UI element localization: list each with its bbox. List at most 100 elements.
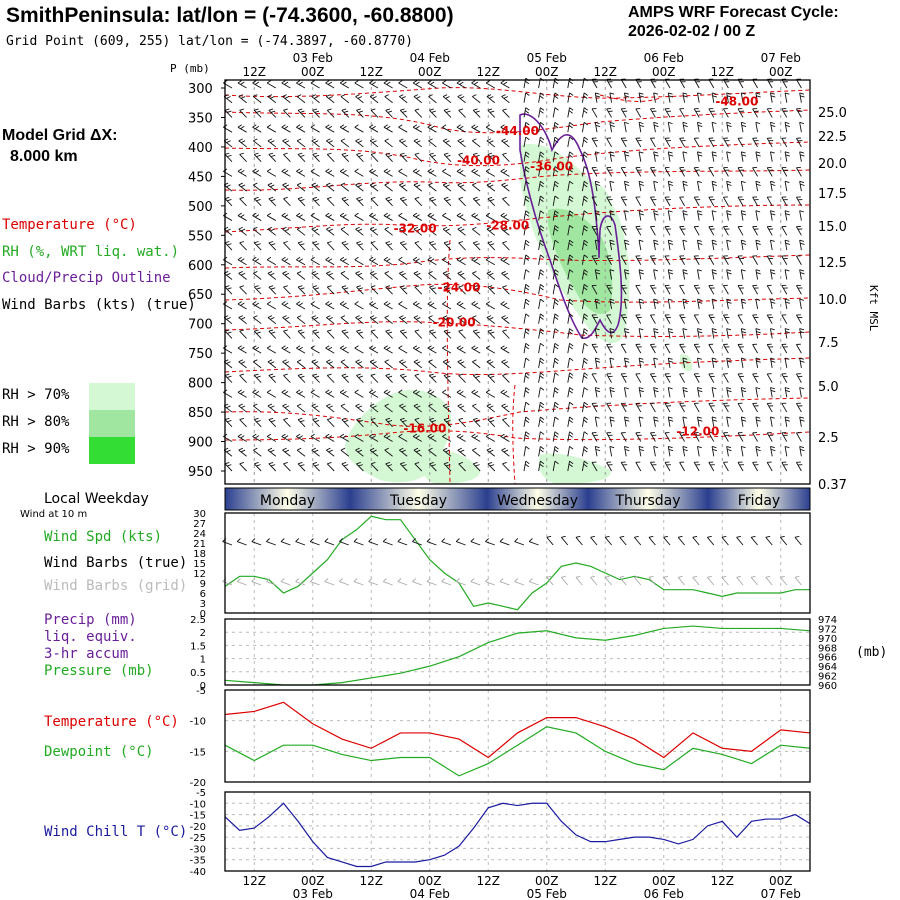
wind-barb xyxy=(711,180,717,192)
wind-barb xyxy=(487,329,496,339)
bottom-time-label: 12Z xyxy=(360,874,384,888)
wind-barb xyxy=(253,359,262,369)
grid-wind-barb xyxy=(634,575,642,586)
wind-barb xyxy=(552,284,559,295)
wind-barb xyxy=(385,462,393,472)
wind-barb xyxy=(267,359,277,369)
wind-barb xyxy=(567,298,574,310)
wind-barb xyxy=(326,373,335,383)
wind-barb xyxy=(538,460,545,472)
wind-barb xyxy=(679,167,686,177)
grid-wind-barb xyxy=(561,575,569,586)
wind-barb xyxy=(523,225,530,236)
wind-barb xyxy=(369,168,379,177)
wind-barb xyxy=(770,445,776,457)
wind-barb xyxy=(752,78,758,89)
wind-barb xyxy=(594,328,600,339)
wind-barb xyxy=(581,210,588,221)
grid-wind-barb xyxy=(470,578,481,586)
wind-barb xyxy=(552,431,559,442)
top-date-label: 04 Feb xyxy=(410,51,450,65)
wind-barb xyxy=(752,167,758,177)
true-wind-barb xyxy=(397,538,408,546)
wind-barb xyxy=(653,387,659,398)
wind-barb xyxy=(354,168,364,177)
wind-barb xyxy=(356,196,364,207)
wind-barb xyxy=(538,372,545,383)
wind-barb xyxy=(312,152,320,162)
wind-barb xyxy=(664,402,671,413)
wind-barb xyxy=(737,343,744,354)
wind-barb xyxy=(267,226,277,236)
wind-barb xyxy=(552,225,559,236)
wind-barb xyxy=(296,433,306,442)
wind-barb xyxy=(341,373,350,383)
wind-barb xyxy=(485,256,496,266)
wind-barb xyxy=(708,225,715,236)
wind-barb xyxy=(471,433,481,442)
wind-barb xyxy=(752,137,759,148)
cross-section-frame xyxy=(224,79,811,485)
wind-barb xyxy=(697,92,702,103)
wind-barb xyxy=(266,212,277,221)
wind-barb xyxy=(296,80,306,89)
wind-barb xyxy=(708,314,715,324)
top-time-label: 00Z xyxy=(535,65,559,79)
wind-barb xyxy=(781,402,788,413)
bottom-time-label: 00Z xyxy=(652,874,676,888)
wind-barb xyxy=(282,226,291,236)
wind-barb xyxy=(472,417,481,428)
wind-barb xyxy=(486,403,496,413)
precip-panel-tick-label: 0.5 xyxy=(190,668,206,679)
wind-barb xyxy=(567,342,574,354)
wind-speed-line xyxy=(224,515,810,611)
wind-barb xyxy=(356,108,364,118)
wind-barb xyxy=(399,373,408,383)
wind-barb xyxy=(456,345,466,354)
wind-barb xyxy=(266,256,277,266)
wind-barb xyxy=(752,402,759,413)
wind-barb xyxy=(682,269,688,280)
wind-barb xyxy=(456,301,466,310)
wind-barb xyxy=(635,432,642,442)
wind-barb xyxy=(341,329,350,339)
wind-barb xyxy=(442,271,452,280)
wind-barb xyxy=(523,460,530,472)
wind-barb xyxy=(667,269,674,280)
wind-barb xyxy=(238,315,247,325)
wind-barb xyxy=(594,151,600,162)
temperature-contour xyxy=(224,204,811,233)
wind-barb xyxy=(326,285,335,295)
wind-barb xyxy=(458,462,466,472)
wind-barb xyxy=(471,389,481,398)
precip-label-1: Precip (mm) xyxy=(44,612,137,628)
wind-barb xyxy=(567,195,574,206)
wind-barb xyxy=(472,329,481,339)
wind-barb xyxy=(370,373,379,383)
wind-barb xyxy=(538,342,545,354)
wind-barb xyxy=(552,313,559,324)
wind-barb xyxy=(457,271,466,280)
wind-barb xyxy=(296,94,306,104)
wind-barb xyxy=(369,138,379,148)
grid-wind-barb xyxy=(324,578,335,586)
wind-barb xyxy=(456,212,466,221)
wind-barb xyxy=(268,462,277,472)
wind-barb xyxy=(740,445,746,457)
wind-barb xyxy=(370,152,379,162)
wind-barb xyxy=(237,212,247,221)
wind-barb xyxy=(538,357,545,368)
wind-barb xyxy=(370,285,379,295)
wind-barb xyxy=(487,241,496,251)
wind-barb xyxy=(443,373,452,383)
wind-barb xyxy=(796,196,803,207)
wind-barb xyxy=(501,271,510,280)
wind-barb xyxy=(370,108,379,118)
wind-barb xyxy=(472,359,481,369)
wind-barb xyxy=(399,226,408,236)
weekday-cell xyxy=(708,488,810,510)
wind-barb xyxy=(442,94,452,104)
wind-barb xyxy=(383,256,393,266)
wind-barb xyxy=(356,462,364,472)
wind-barb xyxy=(442,389,452,398)
